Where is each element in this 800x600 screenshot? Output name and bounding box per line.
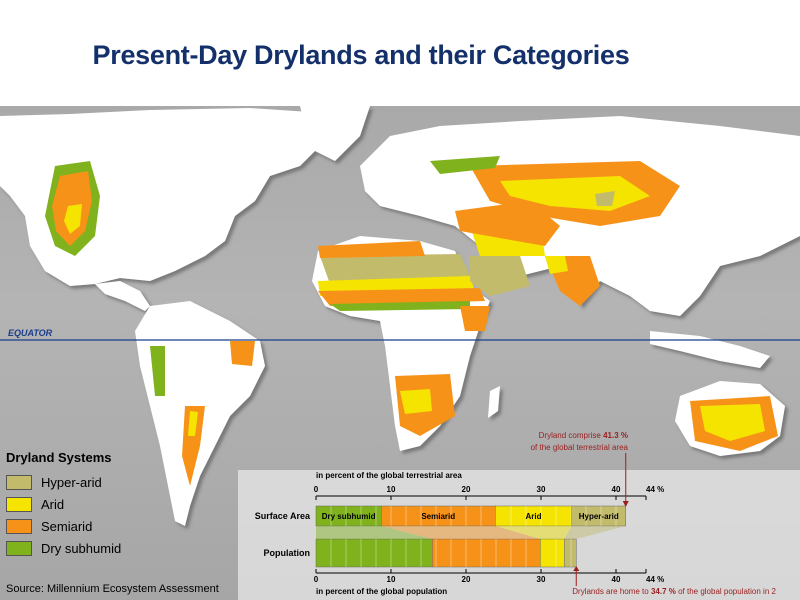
madagascar-landmass bbox=[488, 386, 500, 418]
sa-dry-subhumid-zone bbox=[150, 346, 165, 396]
legend-item-label: Arid bbox=[41, 496, 65, 512]
legend-swatch bbox=[6, 540, 32, 556]
sa-semiarid-zone bbox=[182, 406, 205, 486]
legend-item: Arid bbox=[6, 493, 236, 515]
kalahari-arid-zone bbox=[400, 389, 432, 414]
legend-item-label: Hyper-arid bbox=[41, 474, 102, 490]
sa-arid-zone bbox=[188, 411, 198, 436]
legend-title: Dryland Systems bbox=[6, 450, 112, 465]
horn-africa-semiarid-zone bbox=[460, 306, 490, 331]
legend-rows: Hyper-arid Arid Semiarid Dry subhumid bbox=[6, 471, 236, 559]
maghreb-semiarid-zone bbox=[318, 241, 425, 258]
source-note: Source: Millennium Ecosystem Assessment bbox=[6, 583, 219, 595]
equator-label: EQUATOR bbox=[8, 328, 53, 338]
steppe-dry-subhumid-zone bbox=[430, 156, 500, 174]
dryland-zones bbox=[45, 156, 778, 486]
legend-item-label: Dry subhumid bbox=[41, 540, 122, 556]
legend-item-label: Semiarid bbox=[41, 518, 93, 534]
gobi-hyper-arid-zone bbox=[595, 191, 615, 206]
india-arid-zone bbox=[545, 256, 568, 274]
sahel-dry-subhumid-zone bbox=[330, 301, 470, 311]
legend-swatch bbox=[6, 496, 32, 512]
dryland-map: EQUATOR bbox=[0, 106, 800, 600]
legend-item: Semiarid bbox=[6, 515, 236, 537]
sahel-semiarid-zone bbox=[318, 288, 485, 306]
page-title: Present-Day Drylands and their Categorie… bbox=[92, 40, 630, 70]
australia-arid-zone bbox=[700, 404, 765, 441]
brazil-semiarid-zone bbox=[230, 341, 255, 366]
legend: Dryland Systems Hyper-arid Arid Semiarid Dr… bbox=[6, 450, 236, 559]
central-america-landmass bbox=[95, 281, 150, 311]
sahara-hyper-arid-zone bbox=[320, 254, 470, 284]
southeast-asia-islands bbox=[650, 331, 770, 368]
arabia-hyper-arid-zone bbox=[470, 256, 530, 296]
legend-swatch bbox=[6, 474, 32, 490]
legend-item: Dry subhumid bbox=[6, 537, 236, 559]
world-map bbox=[0, 106, 800, 526]
legend-swatch bbox=[6, 518, 32, 534]
na-arid-zone bbox=[64, 204, 82, 234]
legend-item: Hyper-arid bbox=[6, 471, 236, 493]
greenland-landmass bbox=[300, 106, 370, 161]
